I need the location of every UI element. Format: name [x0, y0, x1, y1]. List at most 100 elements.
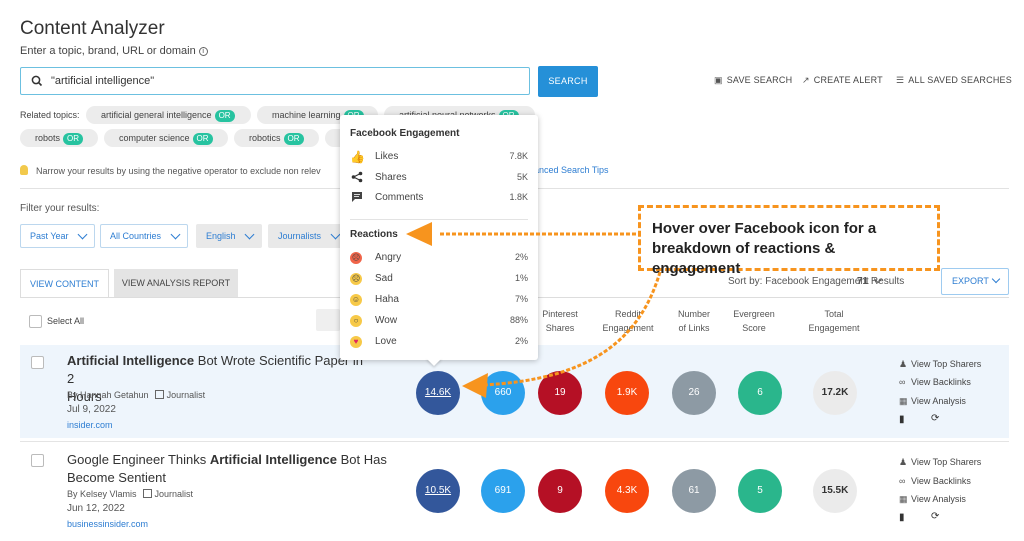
author-name[interactable]: By Kelsey Vlamis: [67, 489, 137, 499]
shares-label: Shares: [375, 172, 407, 183]
view-analysis-link[interactable]: ▦ View Analysis: [899, 494, 966, 505]
trend-icon: ↗: [802, 75, 810, 85]
number-of-links-circle[interactable]: 61: [672, 469, 716, 513]
related-topic-chip[interactable]: robotics OR: [234, 129, 319, 147]
col-total-header[interactable]: Total Engagement: [804, 307, 864, 335]
popup-reaction-row: ☹ Angry 2%: [350, 251, 528, 267]
col-reddit-header[interactable]: Reddit Engagement: [600, 307, 656, 335]
share-icon[interactable]: ⟳: [931, 413, 940, 424]
tab-view-analysis-report[interactable]: VIEW ANALYSIS REPORT: [114, 269, 238, 298]
article-title-bold: Artificial Intelligence: [67, 353, 195, 368]
view-backlinks-link[interactable]: ∞ View Backlinks: [899, 476, 971, 486]
journalist-icon: [154, 390, 164, 399]
country-filter-dropdown[interactable]: All Countries: [100, 224, 188, 248]
export-button[interactable]: EXPORT: [941, 268, 1009, 295]
article-domain[interactable]: businessinsider.com: [67, 519, 149, 529]
all-saved-searches-link[interactable]: ☰ ALL SAVED SEARCHES: [896, 75, 1012, 86]
article-title-line2: Hours: [67, 389, 102, 404]
reaction-value: 2%: [514, 336, 528, 346]
create-alert-link[interactable]: ↗ CREATE ALERT: [802, 75, 883, 86]
reaction-value: 88%: [509, 315, 528, 325]
view-backlinks-link[interactable]: ∞ View Backlinks: [899, 377, 971, 387]
twitter-shares-circle[interactable]: 691: [481, 469, 525, 513]
reaction-label: Angry: [375, 252, 402, 263]
reddit-engagement-circle[interactable]: 4.3K: [605, 469, 649, 513]
or-badge[interactable]: OR: [283, 133, 304, 145]
col-evergreen-header[interactable]: Evergreen Score: [728, 307, 780, 335]
col-links-header[interactable]: Number of Links: [668, 307, 720, 335]
bookmark-icon[interactable]: ▮: [899, 414, 905, 425]
view-top-sharers-link[interactable]: ♟ View Top Sharers: [899, 457, 981, 468]
country-filter-label: All Countries: [110, 231, 162, 241]
article-title-rest: Bot Wrote Scientific Paper in 2: [67, 353, 363, 386]
reddit-engagement-circle[interactable]: 1.9K: [605, 371, 649, 415]
info-icon[interactable]: i: [198, 47, 208, 56]
view-analysis-link[interactable]: ▦ View Analysis: [899, 396, 966, 407]
view-top-sharers-label: View Top Sharers: [911, 457, 982, 467]
col-reddit-line2: Engagement: [602, 323, 654, 333]
related-topic-label: machine learning: [272, 110, 341, 120]
twitter-shares-circle[interactable]: 660: [481, 371, 525, 415]
sort-dropdown[interactable]: Sort by: Facebook Engagement: [728, 274, 882, 287]
reaction-value: 7%: [514, 294, 528, 304]
or-badge[interactable]: OR: [192, 133, 213, 145]
related-topic-chip[interactable]: robots OR: [20, 129, 98, 147]
row-checkbox[interactable]: [31, 356, 44, 369]
article-author: By Kelsey Vlamis Journalist: [67, 489, 193, 499]
bookmark-icon[interactable]: ▮: [899, 512, 905, 523]
or-badge[interactable]: OR: [63, 133, 84, 145]
col-total-line2: Engagement: [808, 323, 860, 333]
bar-chart-icon: ▦: [899, 396, 908, 406]
reaction-label: Haha: [375, 294, 399, 305]
search-input[interactable]: [51, 72, 511, 90]
col-pinterest-header[interactable]: Pinterest Shares: [535, 307, 585, 335]
author-filter-label: Journalists: [278, 231, 322, 241]
reaction-value: 1%: [514, 273, 528, 283]
list-icon: ☰: [896, 75, 905, 85]
popup-pointer: [426, 358, 442, 366]
facebook-engagement-circle[interactable]: 10.5K: [416, 469, 460, 513]
users-icon: ♟: [899, 359, 908, 369]
related-topic-chip[interactable]: computer science OR: [104, 129, 228, 147]
col-links-line2: of Links: [678, 323, 710, 333]
pinterest-shares-circle[interactable]: 9: [538, 469, 582, 513]
reaction-label: Love: [375, 336, 397, 347]
author-filter-dropdown[interactable]: Journalists: [268, 224, 348, 248]
date-filter-dropdown[interactable]: Past Year: [20, 224, 95, 248]
view-analysis-label: View Analysis: [911, 494, 966, 504]
related-topic-chip[interactable]: artificial general intelligence OR: [86, 106, 251, 124]
article-title[interactable]: Artificial Intelligence Bot Wrote Scient…: [67, 352, 367, 406]
popup-reaction-row: ☹ Sad 1%: [350, 272, 528, 288]
article-title[interactable]: Google Engineer Thinks Artificial Intell…: [67, 451, 387, 487]
love-emoji-icon: ♥: [350, 336, 362, 348]
advanced-search-tips-link[interactable]: anced Search Tips: [534, 165, 609, 175]
share-icon[interactable]: ⟳: [931, 511, 940, 522]
pinterest-shares-circle[interactable]: 19: [538, 371, 582, 415]
col-pinterest-line1: Pinterest: [542, 309, 578, 319]
arrowhead-reactions: [406, 222, 432, 246]
popup-likes-row: 👍 Likes 7.8K: [350, 150, 528, 166]
view-top-sharers-link[interactable]: ♟ View Top Sharers: [899, 359, 981, 370]
related-topics-label: Related topics:: [20, 110, 80, 120]
search-box[interactable]: [20, 67, 530, 95]
facebook-engagement-circle[interactable]: 14.6K: [416, 371, 460, 415]
or-badge[interactable]: OR: [214, 110, 235, 122]
col-evergreen-line2: Score: [742, 323, 766, 333]
author-name[interactable]: By Hannah Getahun: [67, 390, 149, 400]
angry-emoji-icon: ☹: [350, 252, 362, 264]
view-top-sharers-label: View Top Sharers: [911, 359, 982, 369]
search-button[interactable]: SEARCH: [538, 66, 598, 97]
language-filter-dropdown[interactable]: English: [196, 224, 262, 248]
row-checkbox[interactable]: [31, 454, 44, 467]
bar-chart-icon: ▦: [899, 494, 908, 504]
bulk-action-button[interactable]: [316, 309, 340, 331]
select-all-checkbox[interactable]: [29, 315, 42, 328]
number-of-links-circle[interactable]: 26: [672, 371, 716, 415]
search-hint: Narrow your results by using the negativ…: [20, 165, 321, 176]
col-pinterest-line2: Shares: [545, 323, 575, 333]
article-domain[interactable]: insider.com: [67, 420, 113, 430]
article-title-pre: Google Engineer Thinks: [67, 452, 210, 467]
lightbulb-icon: [20, 165, 28, 175]
save-search-link[interactable]: ▣ SAVE SEARCH: [714, 75, 792, 86]
